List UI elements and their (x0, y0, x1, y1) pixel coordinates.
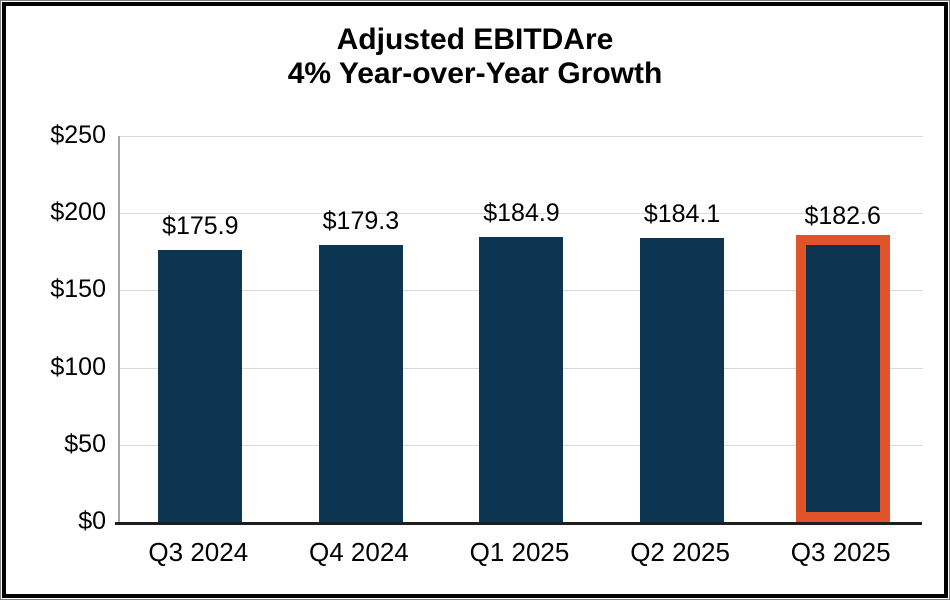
highlight-outline (795, 235, 890, 522)
x-axis-line (115, 522, 922, 525)
y-axis-tick-labels: $250 $200 $150 $100 $50 $0 (1, 121, 106, 535)
bars-row: $175.9 $179.3 $184.9 $184.1 $182.6 (120, 136, 923, 522)
chart-title-line2: 4% Year-over-Year Growth (287, 57, 663, 90)
y-axis-tick-label: $250 (50, 121, 106, 149)
bar-slot: $175.9 (120, 136, 281, 522)
bar-slot: $184.1 (602, 136, 763, 522)
y-axis-tick-label: $50 (64, 430, 106, 458)
x-axis-category-label: Q2 2025 (630, 537, 730, 567)
bar-q1-2025 (479, 236, 564, 522)
plot-area: $175.9 $179.3 $184.9 $184.1 $182.6 (118, 136, 923, 522)
y-axis-tick-label: $150 (50, 275, 106, 303)
bar-value-label: $184.9 (483, 198, 560, 227)
x-axis-category-label: Q4 2024 (309, 537, 409, 567)
bar-slot: $179.3 (281, 136, 442, 522)
bar-value-label: $179.3 (322, 207, 400, 236)
bar-slot: $184.9 (441, 136, 602, 522)
bar-q2-2025 (640, 237, 725, 522)
y-axis-tick-label: $100 (50, 353, 106, 381)
x-axis-category-labels: Q3 2024 Q4 2024 Q1 2025 Q2 2025 Q3 2025 (118, 537, 921, 567)
bar-value-label: $175.9 (162, 212, 239, 241)
gridline-250 (120, 136, 923, 137)
chart-title-line1: Adjusted EBITDAre (336, 23, 614, 56)
x-axis-category-label: Q1 2025 (469, 537, 570, 567)
bar-q3-2025 (800, 240, 885, 522)
chart-title: Adjusted EBITDAre 4% Year-over-Year Grow… (1, 23, 949, 91)
gridline-200 (120, 213, 923, 215)
bar-value-label: $184.1 (643, 199, 721, 228)
bar-q4-2024 (318, 245, 403, 522)
x-axis-category-label: Q3 2025 (790, 537, 891, 567)
x-axis-category-label: Q3 2024 (148, 537, 249, 567)
y-axis-tick-label: $0 (78, 507, 106, 535)
bar-q3-2024 (158, 250, 243, 522)
bar-slot: $182.6 (762, 136, 923, 522)
bar-value-label: $182.6 (804, 202, 881, 231)
y-axis-tick-label: $200 (50, 198, 106, 226)
